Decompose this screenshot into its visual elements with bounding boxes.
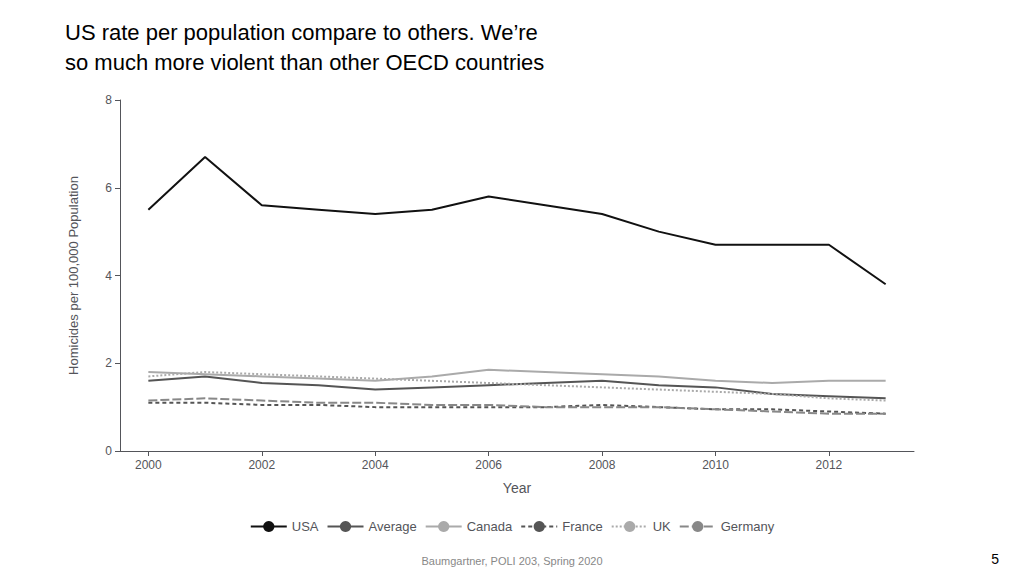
svg-text:2010: 2010 (702, 458, 729, 472)
svg-text:4: 4 (105, 269, 112, 283)
svg-text:2012: 2012 (816, 458, 843, 472)
svg-text:UK: UK (653, 519, 671, 534)
svg-text:0: 0 (105, 444, 112, 458)
svg-text:France: France (562, 519, 602, 534)
svg-text:2008: 2008 (589, 458, 616, 472)
svg-text:2: 2 (105, 356, 112, 370)
svg-text:6: 6 (105, 181, 112, 195)
svg-text:8: 8 (105, 93, 112, 107)
svg-text:2002: 2002 (248, 458, 275, 472)
svg-text:2004: 2004 (362, 458, 389, 472)
svg-text:US rate per population compare: US rate per population compare to others… (65, 20, 538, 45)
svg-text:2000: 2000 (135, 458, 162, 472)
svg-text:2006: 2006 (475, 458, 502, 472)
svg-text:USA: USA (292, 519, 319, 534)
svg-text:Average: Average (369, 519, 417, 534)
svg-text:Germany: Germany (721, 519, 775, 534)
svg-text:5: 5 (991, 551, 999, 567)
svg-text:Year: Year (503, 480, 532, 496)
svg-text:Canada: Canada (467, 519, 513, 534)
svg-text:Baumgartner, POLI 203, Spring: Baumgartner, POLI 203, Spring 2020 (421, 555, 602, 567)
svg-text:Homicides per 100,000 Populati: Homicides per 100,000 Population (66, 176, 81, 375)
svg-text:so much more violent than othe: so much more violent than other OECD cou… (65, 50, 544, 75)
